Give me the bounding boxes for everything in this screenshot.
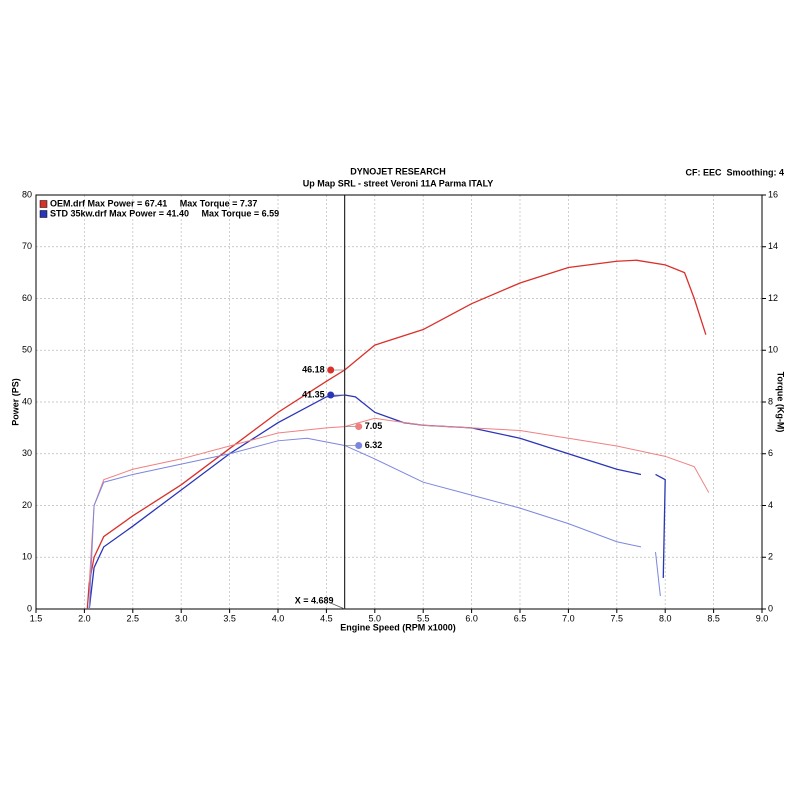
chart-subtitle: Up Map SRL - street Veroni 11A Parma ITA… — [303, 178, 494, 188]
series-line — [86, 259, 707, 610]
series-line — [88, 394, 666, 610]
cursor-value: 46.18 — [302, 364, 325, 374]
x-tick-label: 3.5 — [223, 613, 236, 623]
y2-tick-label: 10 — [768, 345, 778, 355]
cursor-label: X = 4.689 — [295, 595, 334, 605]
x-tick-label: 3.0 — [175, 613, 188, 623]
x-tick-label: 4.0 — [272, 613, 285, 623]
series-line — [88, 437, 661, 610]
y2-tick-label: 14 — [768, 241, 778, 251]
y2-tick-label: 4 — [768, 500, 773, 510]
y-tick-label: 40 — [22, 396, 32, 406]
x-tick-label: 7.5 — [611, 613, 624, 623]
y2-tick-label: 12 — [768, 293, 778, 303]
cursor-marker — [355, 441, 363, 449]
legend-swatch — [39, 200, 48, 208]
legend-label: OEM.drf Max Power = 67.41 Max Torque = 7… — [50, 198, 257, 208]
y-axis-label: Power (PS) — [10, 378, 20, 426]
x-tick-label: 2.5 — [127, 613, 140, 623]
y-tick-label: 50 — [22, 345, 32, 355]
x-tick-label: 9.0 — [756, 613, 769, 623]
cursor-value: 7.05 — [365, 421, 383, 431]
cursor-marker — [327, 391, 335, 399]
y-tick-label: 0 — [27, 603, 32, 613]
corner-note: CF: EEC Smoothing: 4 — [686, 167, 785, 177]
x-tick-label: 8.0 — [659, 613, 672, 623]
y-tick-label: 10 — [22, 552, 32, 562]
plot-frame — [35, 194, 763, 610]
y-tick-label: 30 — [22, 448, 32, 458]
legend-swatch — [39, 210, 48, 218]
y-tick-label: 20 — [22, 500, 32, 510]
legend-label: STD 35kw.drf Max Power = 41.40 Max Torqu… — [50, 208, 279, 218]
chart-title: DYNOJET RESEARCH — [350, 166, 446, 176]
cursor-value: 41.35 — [302, 389, 325, 399]
x-tick-label: 6.0 — [465, 613, 478, 623]
x-tick-label: 1.5 — [30, 613, 43, 623]
y-tick-label: 70 — [22, 241, 32, 251]
series-line — [88, 417, 710, 584]
cursor-value: 6.32 — [365, 440, 383, 450]
y2-tick-label: 6 — [768, 448, 773, 458]
cursor-pointer — [330, 602, 345, 610]
y-tick-label: 60 — [22, 293, 32, 303]
y-tick-label: 80 — [22, 189, 32, 199]
x-axis-label: Engine Speed (RPM x1000) — [340, 622, 456, 632]
x-tick-label: 6.5 — [514, 613, 527, 623]
y2-tick-label: 16 — [768, 189, 778, 199]
x-tick-label: 5.0 — [369, 613, 382, 623]
x-tick-label: 2.0 — [78, 613, 91, 623]
y2-tick-label: 0 — [768, 603, 773, 613]
y2-tick-label: 8 — [768, 396, 773, 406]
x-tick-label: 4.5 — [320, 613, 333, 623]
cursor-marker — [355, 423, 363, 431]
cursor-marker — [327, 366, 335, 374]
y2-tick-label: 2 — [768, 552, 773, 562]
y2-axis-label: Torque (Kg-M) — [776, 372, 786, 433]
x-tick-label: 7.0 — [562, 613, 575, 623]
x-tick-label: 5.5 — [417, 613, 430, 623]
x-tick-label: 8.5 — [707, 613, 720, 623]
